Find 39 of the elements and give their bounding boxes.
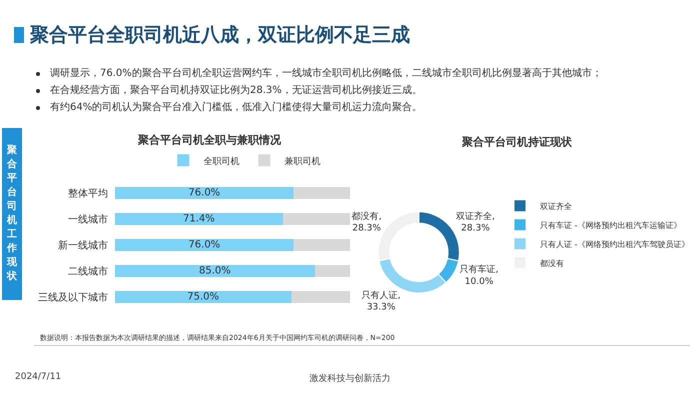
text: 调研显示，76.0%的聚合平台司机全职运营网约车，一线城市全职司机比例略低，二线城市全职司机比例显著高于其他城市；	[50, 68, 602, 79]
y-tick-label: 三线及以下城市	[38, 292, 108, 304]
text: 有约64%的司机认为聚合平台准入门槛低，低准入门槛使得大量司机运力流向聚合。	[50, 102, 422, 113]
legend-label: 只有车证 -《网络预约出租汽车运输证》	[540, 220, 682, 230]
text: 2024/7/11	[15, 372, 62, 382]
legend-label: 都没有	[540, 258, 564, 268]
data-label: 只有人证, 33.3%	[362, 290, 401, 313]
text: 在合规经营方面，聚合平台司机持双证比例为28.3%，无证运营司机比例接近三成。	[50, 85, 422, 96]
bar	[115, 187, 294, 199]
bar	[115, 213, 283, 225]
bar	[115, 265, 315, 277]
text: 聚合平台全职司机近八成，双证比例不足三成	[30, 23, 410, 48]
bar	[314, 265, 350, 277]
legend-label: 兼职司机	[284, 156, 320, 167]
bar	[291, 291, 350, 303]
text: 激发科技与创新活力	[310, 374, 390, 384]
legend-label: 双证齐全	[540, 202, 572, 211]
data-label: 都没有, 28.3%	[352, 211, 382, 234]
chart-title: 聚合平台司机持证现状	[461, 136, 573, 149]
data-label: 71.4%	[183, 214, 215, 224]
data-label: 76.0%	[188, 188, 220, 198]
bar	[115, 239, 294, 251]
bar	[115, 291, 292, 303]
data-label: 双证齐全, 28.3%	[456, 211, 495, 234]
data-label: 75.0%	[187, 292, 220, 302]
data-label: 85.0%	[198, 266, 231, 276]
y-tick-label: 新一线城市	[58, 240, 108, 252]
text: 聚合平台司机工作现状	[7, 145, 17, 282]
y-tick-label: 一线城市	[68, 214, 108, 226]
y-tick-label: 二线城市	[68, 266, 108, 278]
chart-title: 聚合平台司机全职与兼职情况	[136, 133, 282, 146]
bar	[282, 213, 350, 225]
legend-label: 全职司机	[203, 156, 240, 167]
legend-label: 只有人证 -《网络预约出租汽车驾驶员证》	[540, 240, 690, 249]
data-label: 76.0%	[188, 240, 220, 250]
bar	[294, 239, 350, 251]
data-label: 只有车证, 10.0%	[460, 264, 499, 287]
bar	[294, 187, 350, 199]
y-tick-label: 整体平均	[68, 188, 108, 200]
